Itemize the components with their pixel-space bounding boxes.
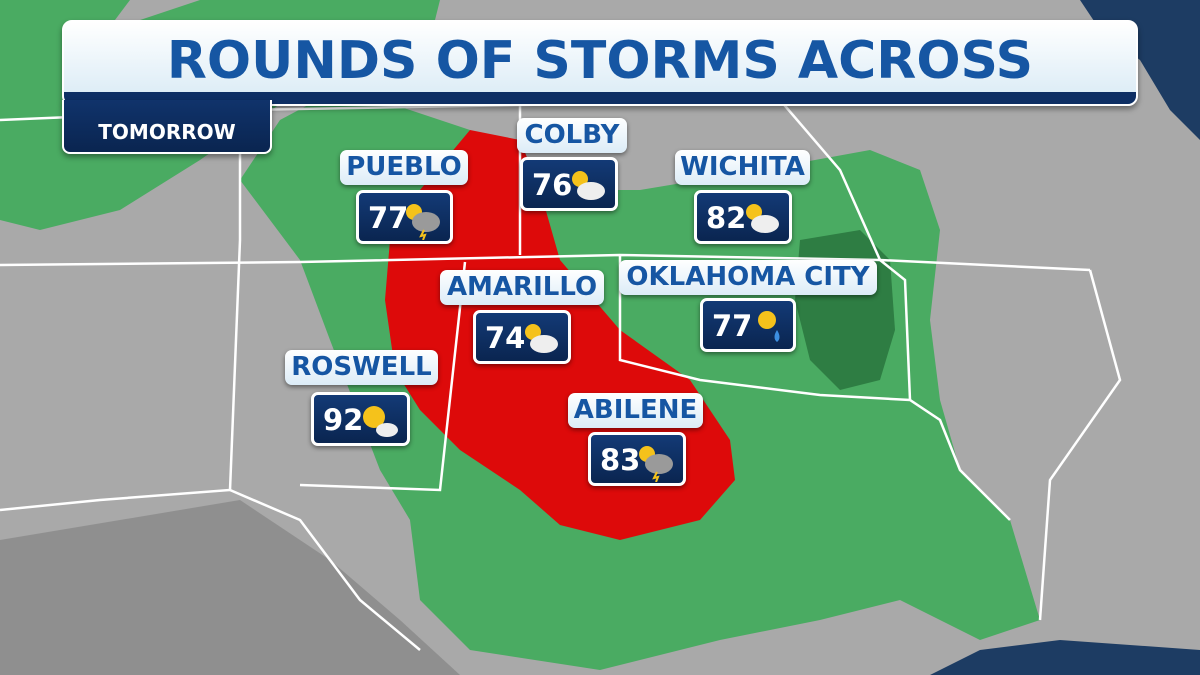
title-banner: ROUNDS OF STORMS ACROSS PLAINS: [62, 20, 1138, 106]
timeframe-tab: TOMORROW: [62, 100, 272, 154]
temp-value: 77: [368, 201, 409, 235]
title-underline: [64, 92, 1136, 104]
partly-cloudy-icon: [525, 324, 558, 353]
temp-box-roswell: 92: [311, 392, 410, 446]
city-label-wichita: WICHITA: [675, 150, 810, 185]
sun-thunderstorm-icon: [639, 446, 673, 482]
temp-box-colby: 76: [520, 157, 618, 211]
city-label-pueblo: PUEBLO: [340, 150, 468, 185]
temp-value: 77: [712, 309, 753, 343]
temp-box-pueblo: 77: [356, 190, 453, 244]
mexico-land: [0, 500, 460, 675]
temp-value: 82: [706, 201, 747, 235]
temp-value: 76: [532, 168, 573, 202]
city-label-oklahoma-city: OKLAHOMA CITY: [619, 260, 877, 295]
temp-value: 74: [485, 321, 526, 355]
city-label-amarillo: AMARILLO: [440, 270, 604, 305]
sun-thunderstorm-icon: [406, 204, 440, 240]
temp-box-oklahoma-city: 77: [700, 298, 796, 352]
sun-rain-icon: [758, 311, 780, 342]
page-title: ROUNDS OF STORMS ACROSS PLAINS: [166, 31, 1034, 104]
timeframe-label: TOMORROW: [98, 120, 236, 144]
mostly-sunny-icon: [363, 406, 398, 437]
temp-box-amarillo: 74: [473, 310, 571, 364]
partly-cloudy-icon: [572, 171, 605, 200]
partly-cloudy-icon: [746, 204, 779, 233]
gulf-water: [930, 640, 1200, 675]
temp-box-abilene: 83: [588, 432, 686, 486]
temp-box-wichita: 82: [694, 190, 792, 244]
city-label-roswell: ROSWELL: [285, 350, 438, 385]
city-label-colby: COLBY: [517, 118, 627, 153]
temp-value: 83: [600, 443, 641, 477]
temp-value: 92: [323, 403, 364, 437]
city-label-abilene: ABILENE: [568, 393, 703, 428]
